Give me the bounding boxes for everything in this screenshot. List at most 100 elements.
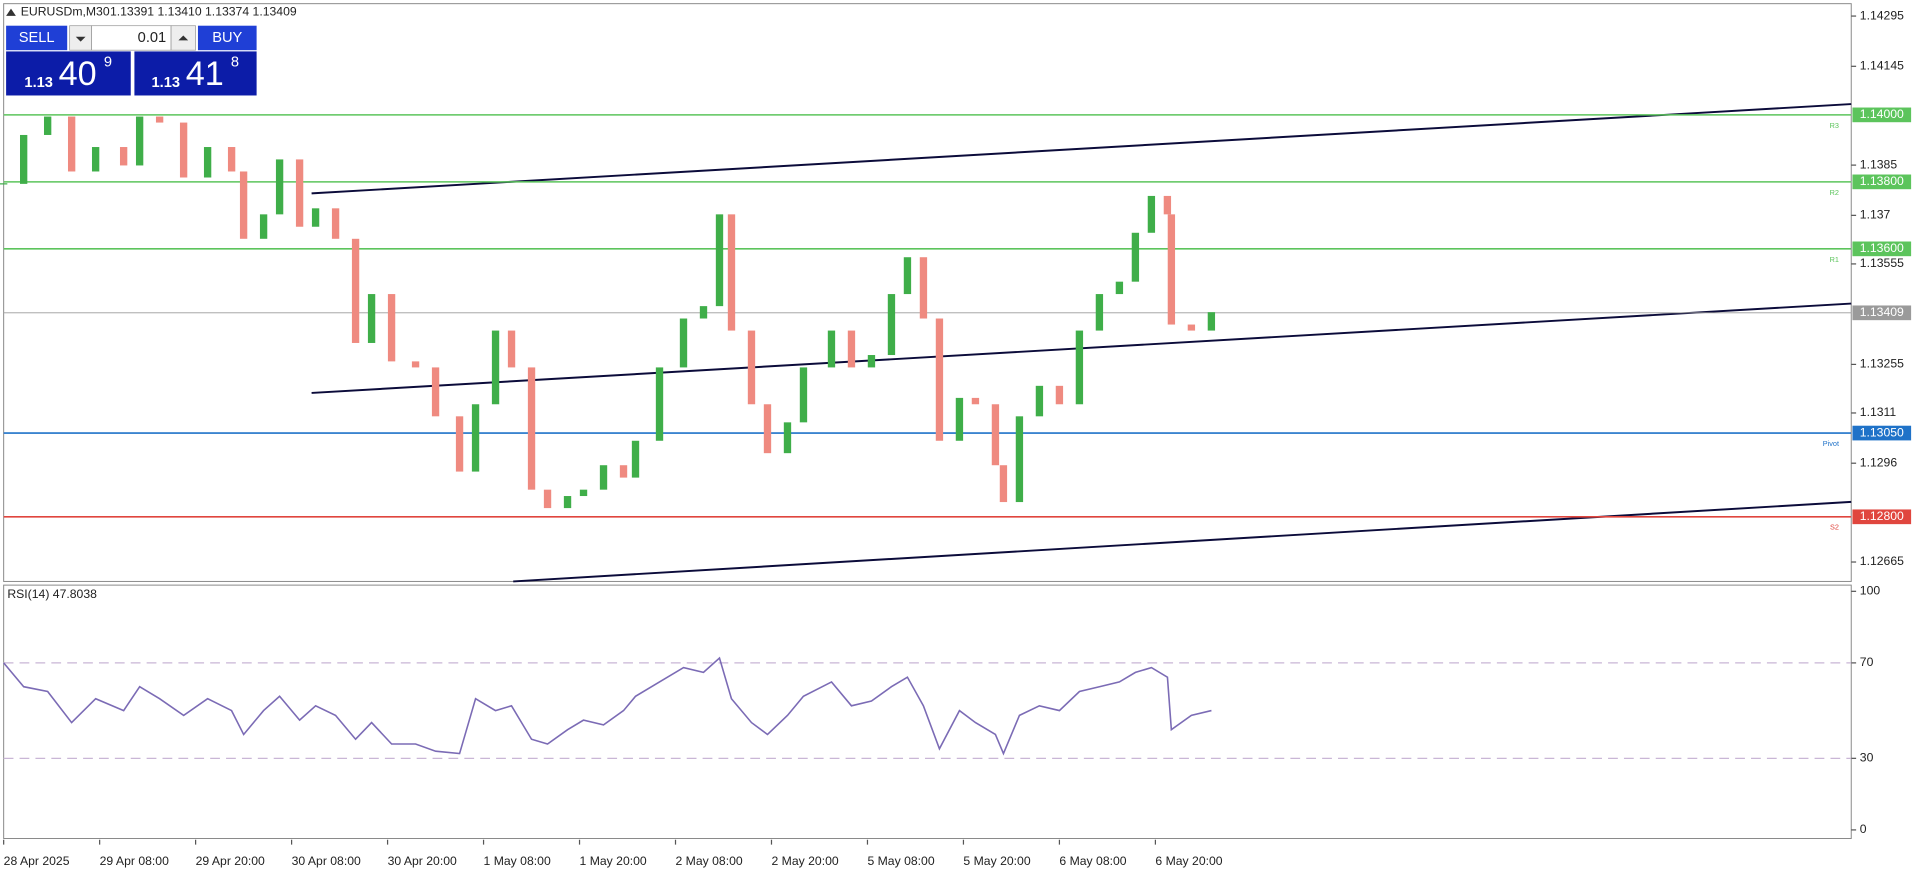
candle	[331, 208, 340, 239]
x-tick-label: 30 Apr 08:00	[292, 854, 361, 868]
level-line-box	[1852, 174, 1912, 190]
bid-main: 40	[59, 55, 97, 93]
candle	[1035, 385, 1044, 417]
lot-input[interactable]	[91, 25, 172, 51]
ask-pip: 8	[231, 54, 239, 70]
bid-pip: 9	[104, 54, 112, 70]
candle	[715, 214, 724, 307]
level-name: Pivot	[1823, 439, 1839, 448]
candle	[431, 367, 440, 417]
bid-box[interactable]	[6, 51, 131, 96]
level-line-box	[1852, 425, 1912, 441]
candle	[1207, 312, 1216, 331]
candle	[119, 147, 128, 166]
candle	[19, 134, 28, 184]
candle	[867, 355, 876, 368]
y-tick-label: 1.1296	[1860, 455, 1898, 469]
ask-big: 1.13	[152, 75, 181, 91]
level-line-label: 1.13600	[1860, 241, 1904, 255]
x-tick-label: 1 May 08:00	[484, 854, 551, 868]
x-tick-label: 29 Apr 20:00	[196, 854, 265, 868]
candle	[971, 397, 980, 405]
candle	[999, 465, 1008, 503]
candle	[135, 116, 144, 166]
candle	[227, 147, 236, 172]
buy-label: BUY	[212, 30, 242, 46]
candle	[1187, 324, 1196, 331]
level-name: R1	[1830, 255, 1839, 264]
candle	[507, 330, 516, 368]
y-tick-label: 1.14295	[1860, 8, 1904, 22]
candle	[699, 306, 708, 319]
symbol: EURUSDm,M30	[21, 4, 110, 18]
y-tick-label: 1.137	[1860, 208, 1891, 222]
x-tick-label: 28 Apr 2025	[4, 854, 70, 868]
price-panel	[3, 3, 1852, 582]
candle	[1147, 195, 1156, 233]
buy-button[interactable]	[197, 25, 257, 51]
candle	[455, 416, 464, 472]
candle	[367, 294, 376, 343]
candle	[783, 422, 792, 454]
lot-value: 0.01	[138, 30, 167, 46]
candle	[67, 116, 76, 172]
candle	[727, 214, 736, 331]
rsi-line	[3, 656, 1212, 756]
candle	[527, 367, 536, 490]
x-tick-label: 2 May 20:00	[771, 854, 838, 868]
candle	[1075, 330, 1084, 405]
candle	[679, 318, 688, 368]
level-line-box	[1852, 509, 1912, 525]
y-tick-label: 1.13555	[1860, 256, 1904, 270]
level-line-box	[1852, 107, 1912, 123]
collapse-icon[interactable]	[6, 8, 16, 16]
level-line-label: 1.12800	[1860, 509, 1904, 523]
x-tick-label: 29 Apr 08:00	[100, 854, 169, 868]
level-line-label: 1.14000	[1860, 107, 1904, 121]
candle	[471, 404, 480, 472]
x-tick-label: 6 May 08:00	[1059, 854, 1126, 868]
x-tick-label: 2 May 08:00	[676, 854, 743, 868]
candle	[619, 465, 628, 478]
x-tick-label: 5 May 08:00	[867, 854, 934, 868]
candle	[991, 404, 1000, 466]
rsi-panel	[3, 584, 1852, 839]
candle	[763, 404, 772, 454]
candle	[1167, 214, 1176, 325]
sell-button[interactable]	[6, 25, 68, 51]
candle	[563, 496, 572, 509]
candle	[747, 330, 756, 405]
candle	[387, 294, 396, 362]
candle	[631, 440, 640, 478]
candle	[799, 367, 808, 423]
candle	[1131, 232, 1140, 282]
trendline	[311, 103, 1852, 195]
ask-box[interactable]	[134, 51, 257, 96]
ask-main: 41	[186, 55, 224, 93]
y-tick-label: 1.1311	[1860, 405, 1897, 419]
candle	[827, 330, 836, 368]
candle	[43, 116, 52, 135]
y-tick-label: 1.1385	[1860, 157, 1898, 171]
level-line-box	[1852, 241, 1912, 257]
candle	[311, 208, 320, 227]
rsi-title: RSI(14) 47.8038	[7, 587, 97, 601]
x-tick-label: 5 May 20:00	[963, 854, 1030, 868]
x-tick-label: 30 Apr 20:00	[388, 854, 457, 868]
level-name: R2	[1830, 188, 1839, 197]
x-tick-label: 1 May 20:00	[580, 854, 647, 868]
candle	[155, 116, 164, 123]
candle	[491, 330, 500, 405]
candle	[275, 159, 284, 215]
level-line-label: 1.13800	[1860, 174, 1904, 188]
candle	[179, 122, 188, 178]
candle	[351, 238, 360, 343]
sell-label: SELL	[19, 30, 55, 46]
candle	[1163, 195, 1172, 215]
current-price-line-label: 1.13409	[1860, 305, 1904, 319]
arrow	[75, 36, 86, 42]
level-name: R3	[1830, 121, 1839, 130]
level-name: S2	[1830, 523, 1839, 532]
candle	[579, 489, 588, 497]
